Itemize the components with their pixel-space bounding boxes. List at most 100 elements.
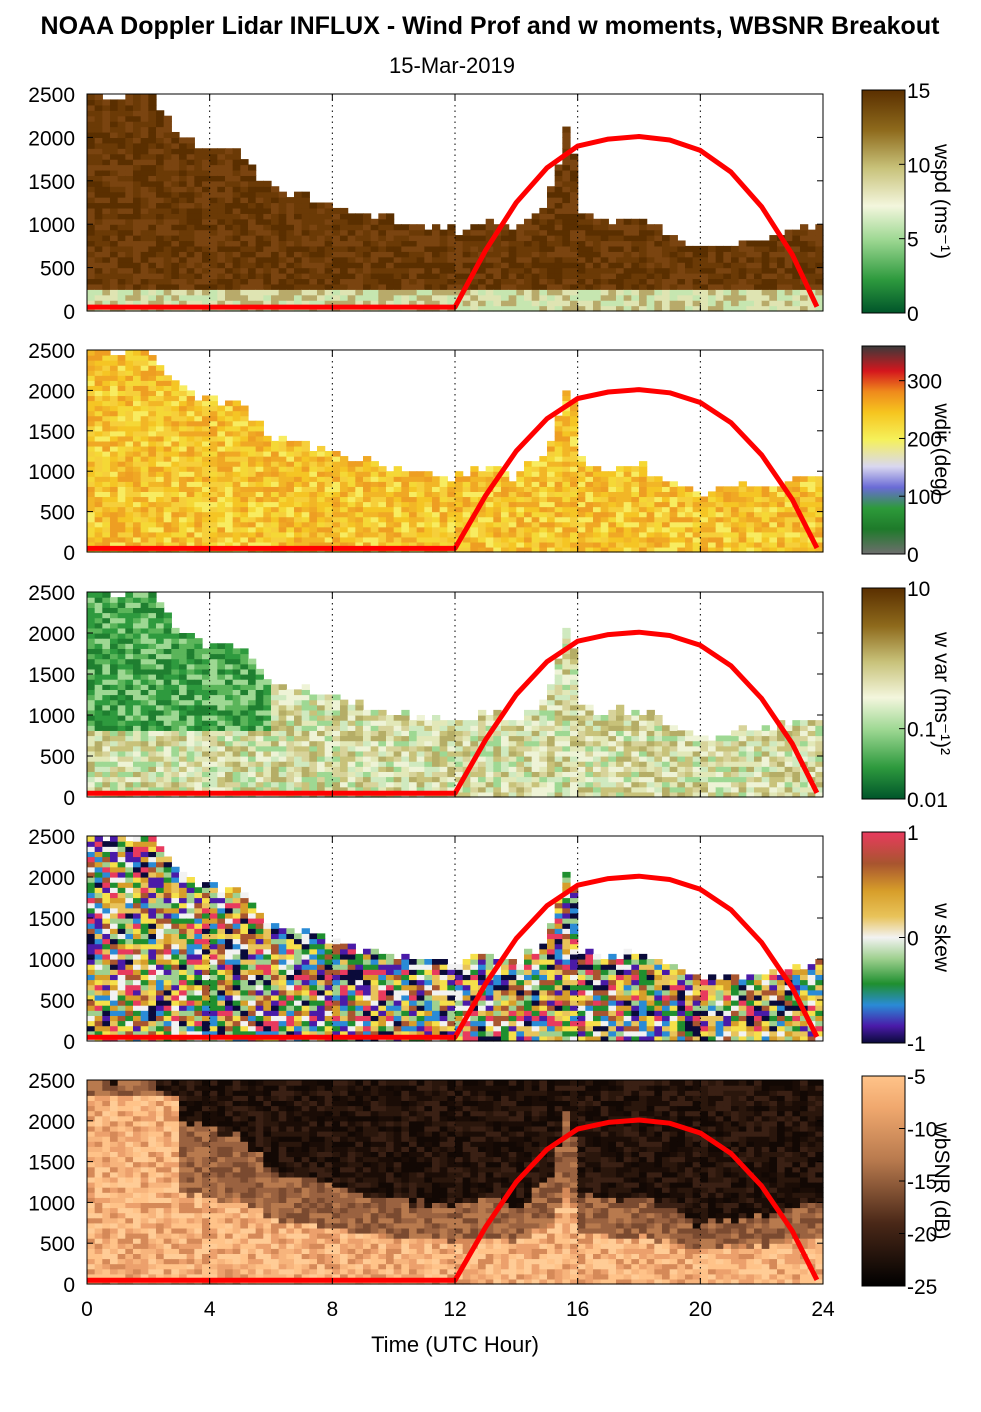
heatmap-cell <box>294 256 303 263</box>
heatmap-cell <box>585 240 594 247</box>
heatmap-cell <box>792 496 801 503</box>
heatmap-cell <box>209 496 218 503</box>
heatmap-cell <box>87 148 96 155</box>
heatmap-cell <box>179 267 188 274</box>
heatmap-cell <box>370 251 379 258</box>
heatmap-cell <box>409 267 418 274</box>
heatmap-cell <box>263 781 272 788</box>
heatmap-cell <box>87 202 96 209</box>
heatmap-cell <box>562 486 571 492</box>
heatmap-cell <box>516 541 525 548</box>
heatmap-cell <box>562 267 571 274</box>
heatmap-cell <box>140 365 149 371</box>
heatmap-cell <box>148 229 157 236</box>
heatmap-cell <box>225 526 234 533</box>
heatmap-cell <box>194 750 203 757</box>
heatmap-cell <box>347 300 356 307</box>
heatmap-cell <box>156 121 165 128</box>
heatmap-cell <box>102 516 111 523</box>
heatmap-cell <box>156 202 165 209</box>
heatmap-cell <box>439 229 448 236</box>
heatmap-cell <box>232 709 241 716</box>
heatmap-cell <box>117 300 126 307</box>
heatmap-cell <box>94 745 103 752</box>
heatmap-cell <box>777 546 786 553</box>
heatmap-cell <box>140 451 149 457</box>
heatmap-cell <box>186 521 195 528</box>
heatmap-cell <box>393 516 402 523</box>
heatmap-cell <box>194 526 203 533</box>
heatmap-cell <box>171 245 180 252</box>
heatmap-cell <box>194 240 203 247</box>
heatmap-cell <box>593 501 602 508</box>
heatmap-cell <box>493 283 502 290</box>
heatmap-cell <box>485 526 494 533</box>
heatmap-cell <box>140 273 149 280</box>
heatmap-cell <box>125 240 134 247</box>
heatmap-cell <box>117 137 126 144</box>
heatmap-cell <box>140 229 149 236</box>
heatmap-cell <box>202 526 211 533</box>
heatmap-cell <box>209 674 218 680</box>
heatmap-cell <box>140 745 149 752</box>
heatmap-cell <box>179 191 188 198</box>
heatmap-cell <box>133 648 142 655</box>
heatmap-cell <box>662 486 671 492</box>
heatmap-cell <box>278 506 287 513</box>
heatmap-cell <box>355 213 364 220</box>
heatmap-cell <box>600 245 609 252</box>
heatmap-cell <box>485 501 494 508</box>
heatmap-cell <box>286 267 295 274</box>
heatmap-cell <box>271 476 280 482</box>
heatmap-cell <box>761 491 770 498</box>
heatmap-cell <box>639 273 648 280</box>
heatmap-cell <box>340 516 349 523</box>
heatmap-cell <box>393 251 402 258</box>
heatmap-cell <box>133 435 142 442</box>
heatmap-cell <box>179 735 188 742</box>
heatmap-cell <box>240 516 249 523</box>
heatmap-cell <box>378 506 387 513</box>
heatmap-cell <box>117 400 126 407</box>
heatmap-cell <box>156 218 165 225</box>
heatmap-cell <box>263 501 272 508</box>
heatmap-cell <box>148 262 157 269</box>
heatmap-cell <box>110 481 119 487</box>
heatmap-cell <box>562 521 571 528</box>
heatmap-cell <box>255 456 264 462</box>
heatmap-cell <box>455 501 464 508</box>
heatmap-cell <box>286 516 295 523</box>
heatmap-cell <box>608 283 617 290</box>
heatmap-cell <box>248 491 257 498</box>
heatmap-cell <box>501 476 510 482</box>
heatmap-cell <box>754 245 763 252</box>
heatmap-cell <box>478 526 487 533</box>
heatmap-cell <box>102 121 111 128</box>
heatmap-cell <box>554 420 563 427</box>
heatmap-cell <box>179 725 188 731</box>
heatmap-cell <box>447 245 456 252</box>
heatmap-cell <box>685 278 694 285</box>
heatmap-cell <box>792 511 801 518</box>
y-tick-label: 1500 <box>28 421 75 444</box>
heatmap-cell <box>156 186 165 193</box>
heatmap-cell <box>294 461 303 467</box>
heatmap-cell <box>409 224 418 231</box>
heatmap-cell <box>263 536 272 543</box>
heatmap-cell <box>363 461 372 467</box>
heatmap-cell <box>117 115 126 122</box>
heatmap-cell <box>386 224 395 231</box>
heatmap-cell <box>240 786 249 793</box>
heatmap-cell <box>186 240 195 247</box>
heatmap-cell <box>547 521 556 528</box>
heatmap-cell <box>232 420 241 427</box>
heatmap-cell <box>255 180 264 187</box>
heatmap-cell <box>393 240 402 247</box>
heatmap-cell <box>179 197 188 204</box>
heatmap-cell <box>432 289 441 296</box>
heatmap-cell <box>355 526 364 533</box>
heatmap-cell <box>194 658 203 665</box>
heatmap-cell <box>102 730 111 737</box>
heatmap-cell <box>102 471 111 477</box>
heatmap-cell <box>639 486 648 492</box>
